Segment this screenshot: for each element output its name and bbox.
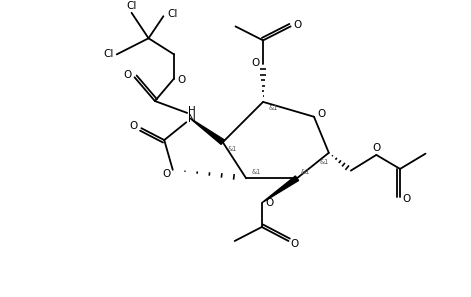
Polygon shape	[190, 118, 224, 144]
Text: N: N	[187, 114, 195, 124]
Text: Cl: Cl	[126, 1, 137, 12]
Text: H: H	[187, 106, 195, 116]
Polygon shape	[262, 176, 299, 203]
Text: O: O	[177, 75, 185, 85]
Text: O: O	[291, 238, 299, 249]
Text: &1: &1	[269, 105, 278, 111]
Text: &1: &1	[252, 169, 261, 175]
Text: O: O	[317, 109, 325, 119]
Text: Cl: Cl	[168, 9, 178, 19]
Text: O: O	[130, 121, 138, 132]
Text: O: O	[162, 169, 171, 179]
Text: O: O	[265, 198, 274, 208]
Text: &1: &1	[320, 159, 329, 165]
Text: O: O	[252, 58, 260, 68]
Text: O: O	[402, 195, 411, 204]
Text: &1: &1	[301, 169, 310, 175]
Text: O: O	[293, 20, 301, 30]
Text: Cl: Cl	[103, 49, 114, 59]
Text: &1: &1	[227, 146, 237, 152]
Text: O: O	[372, 143, 381, 153]
Text: O: O	[124, 70, 132, 80]
